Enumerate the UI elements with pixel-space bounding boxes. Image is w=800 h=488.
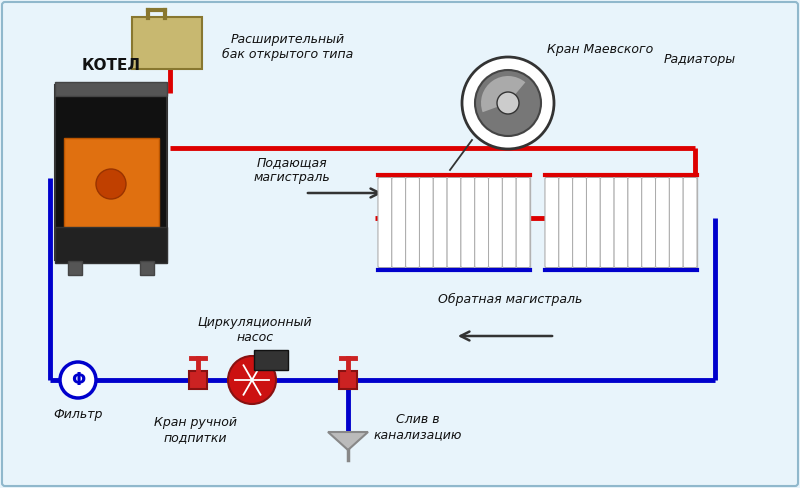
- Circle shape: [475, 70, 541, 136]
- FancyBboxPatch shape: [339, 371, 357, 389]
- FancyBboxPatch shape: [586, 178, 600, 267]
- FancyBboxPatch shape: [378, 175, 530, 270]
- Wedge shape: [481, 76, 526, 112]
- FancyBboxPatch shape: [628, 178, 642, 267]
- FancyBboxPatch shape: [419, 178, 434, 267]
- Text: КОТЕЛ: КОТЕЛ: [82, 59, 141, 74]
- FancyBboxPatch shape: [559, 178, 573, 267]
- FancyBboxPatch shape: [474, 178, 489, 267]
- Text: Фильтр: Фильтр: [54, 408, 102, 421]
- FancyBboxPatch shape: [55, 82, 167, 96]
- FancyBboxPatch shape: [545, 175, 697, 270]
- FancyBboxPatch shape: [434, 178, 447, 267]
- FancyBboxPatch shape: [545, 178, 559, 267]
- Text: Расширительный
бак открытого типа: Расширительный бак открытого типа: [222, 33, 354, 61]
- Text: Обратная магистраль: Обратная магистраль: [438, 293, 582, 306]
- Text: Кран Маевского: Кран Маевского: [547, 43, 653, 56]
- Text: Кран ручной
подпитки: Кран ручной подпитки: [154, 416, 237, 444]
- FancyBboxPatch shape: [502, 178, 516, 267]
- FancyBboxPatch shape: [516, 178, 530, 267]
- Polygon shape: [328, 432, 368, 450]
- FancyBboxPatch shape: [447, 178, 461, 267]
- Circle shape: [497, 92, 519, 114]
- FancyBboxPatch shape: [55, 85, 167, 260]
- FancyBboxPatch shape: [140, 261, 154, 275]
- FancyBboxPatch shape: [655, 178, 670, 267]
- FancyBboxPatch shape: [68, 261, 82, 275]
- FancyBboxPatch shape: [132, 17, 202, 69]
- FancyBboxPatch shape: [489, 178, 502, 267]
- FancyBboxPatch shape: [573, 178, 586, 267]
- FancyBboxPatch shape: [670, 178, 683, 267]
- FancyBboxPatch shape: [392, 178, 406, 267]
- FancyBboxPatch shape: [64, 138, 159, 230]
- Circle shape: [228, 356, 276, 404]
- FancyBboxPatch shape: [254, 350, 288, 370]
- Circle shape: [462, 57, 554, 149]
- Text: Слив в
канализацию: Слив в канализацию: [374, 413, 462, 441]
- FancyBboxPatch shape: [642, 178, 655, 267]
- FancyBboxPatch shape: [378, 178, 392, 267]
- FancyBboxPatch shape: [55, 227, 167, 263]
- Text: Φ: Φ: [71, 371, 85, 389]
- Text: Циркуляционный
насос: Циркуляционный насос: [198, 316, 312, 344]
- Text: Радиаторы: Радиаторы: [664, 53, 736, 66]
- FancyBboxPatch shape: [406, 178, 419, 267]
- Text: Подающая
магистраль: Подающая магистраль: [254, 156, 330, 184]
- FancyBboxPatch shape: [600, 178, 614, 267]
- FancyBboxPatch shape: [461, 178, 474, 267]
- FancyBboxPatch shape: [189, 371, 207, 389]
- FancyBboxPatch shape: [614, 178, 628, 267]
- Circle shape: [60, 362, 96, 398]
- FancyBboxPatch shape: [683, 178, 697, 267]
- Circle shape: [96, 169, 126, 199]
